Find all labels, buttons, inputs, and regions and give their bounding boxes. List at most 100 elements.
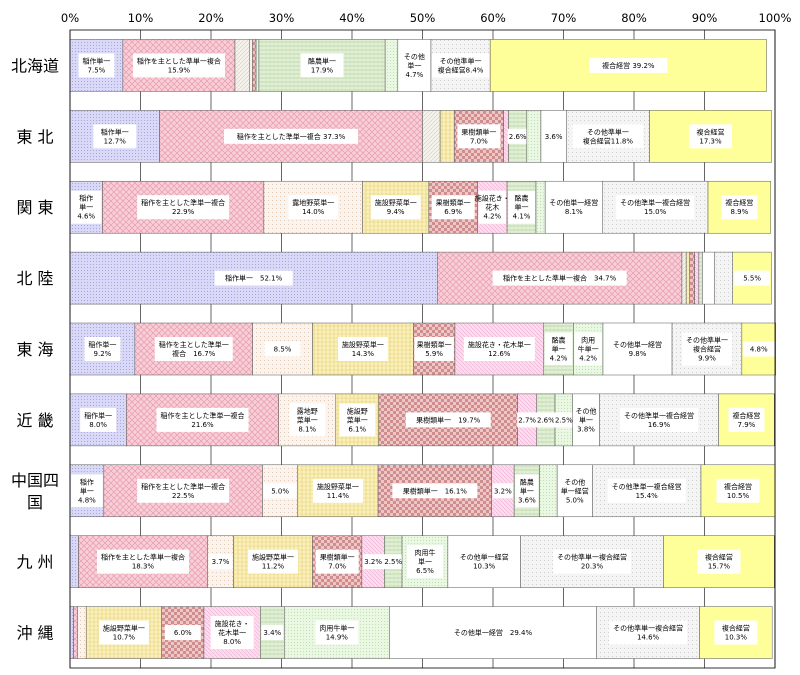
data-label: 複合経営 15.7% (705, 553, 733, 571)
data-label-box (507, 128, 528, 144)
data-label: 2.7% (518, 416, 536, 424)
data-label: 複合経営 39.2% (602, 61, 655, 70)
region-label: 北海道 (11, 56, 59, 75)
bar-segment-rice-mix (73, 606, 79, 659)
bar-segment-fruit (252, 39, 257, 92)
data-label-box (337, 337, 388, 361)
data-label: 稲作単一 8.0% (84, 411, 112, 429)
region-label: 北 陸 (16, 269, 53, 288)
bar-row: 稲作を主とした準単一複合 18.3% 3.7% 施設野菜単一 11.2% 果樹類単一 7.0… (69, 535, 775, 588)
data-label: 酪農単一 4.1% (513, 194, 531, 221)
data-label: 果樹類単一 5.9% (417, 340, 452, 358)
data-label: 3.7% (212, 558, 230, 566)
data-label: 施設花き・花木単一 12.6% (468, 340, 531, 358)
data-label-box (574, 332, 602, 366)
data-label-box (688, 124, 732, 149)
bar-segment-beef (384, 39, 399, 92)
data-label: その他準単一複合経営 14.6% (613, 624, 683, 642)
data-label-box (71, 190, 102, 224)
x-tick-label: 50% (410, 11, 436, 25)
data-label: 果樹類単一 7.0% (320, 553, 355, 571)
data-label: 6.0% (174, 629, 192, 637)
data-label-box (716, 478, 760, 503)
data-label: その他準単一複合経営11.8% (583, 127, 634, 145)
data-label: 果樹類単一 16.1% (403, 486, 468, 495)
bar-segment-other-mix (714, 251, 733, 305)
data-label: 4.8% (750, 346, 768, 354)
data-label: 果樹類単一 19.7% (416, 415, 481, 424)
data-label: 稲作を主とした準単一複合 22.9% (141, 198, 225, 216)
data-label-box (315, 620, 359, 645)
bar-segment-open-veg (249, 39, 253, 92)
data-label-box (289, 403, 326, 437)
data-label-box (443, 625, 543, 641)
data-label: 2.6% (537, 416, 555, 424)
data-label: 稲作を主とした準単一複合 16.7% (159, 340, 229, 358)
data-label-box (681, 332, 732, 366)
data-label-box (607, 478, 686, 503)
region-label: 中国四国 (11, 471, 59, 512)
data-label-box (300, 53, 344, 78)
data-label-box (339, 403, 376, 437)
data-label: 施設野菜単一 6.1% (347, 406, 368, 433)
data-label-box (78, 53, 115, 78)
data-label: 3.2% (364, 558, 382, 566)
bar-segment-beef (535, 180, 546, 234)
data-label: その他準単一複合経営 9.9% (686, 336, 728, 363)
bar-row: 稲作単一 4.8% 稲作を主とした準単一複合 22.5% 5.0% 施設野菜単一 11.4%… (69, 464, 776, 518)
data-label-box (609, 620, 688, 645)
bar-segment-beef (284, 606, 390, 659)
data-label-box (609, 337, 667, 361)
data-label-box (541, 128, 566, 144)
data-label-box (431, 53, 490, 78)
data-label-box (553, 549, 632, 574)
data-label: その他単一経営 5.0% (561, 477, 589, 504)
x-tick-label: 70% (551, 11, 577, 25)
data-label: 酪農単一 17.9% (308, 56, 336, 74)
data-label-box (224, 128, 359, 144)
bar-segment-fruit (689, 251, 695, 305)
data-label-box (589, 57, 668, 73)
data-label: その他単一経営 29.4% (454, 628, 533, 637)
bar-segment-beef (526, 110, 542, 163)
data-label: 8.5% (274, 346, 292, 354)
data-label: その他準単一複合経営8.4% (438, 56, 484, 74)
data-label: 施設野菜単一 14.3% (342, 340, 384, 358)
data-label-box (742, 341, 775, 357)
data-label-box (478, 190, 507, 224)
bar-segment-other-single (702, 251, 715, 305)
bar-segment-field (234, 39, 251, 92)
data-label: 稲作単一 12.7% (101, 127, 129, 145)
data-label: 稲作単一 7.5% (82, 56, 110, 74)
data-label-box (508, 190, 536, 224)
data-label: 2.5% (555, 416, 573, 424)
data-label-box (544, 332, 573, 366)
data-label-box (398, 48, 430, 82)
bar-segment-beef (539, 464, 558, 518)
data-label-box (264, 341, 301, 357)
data-label: 5.0% (271, 487, 289, 495)
data-label-box (154, 337, 233, 361)
data-label-box (362, 554, 384, 570)
data-label-box (515, 474, 539, 508)
region-label: 九 州 (16, 553, 53, 572)
data-label: 稲作単一 4.6% (77, 194, 95, 221)
data-label: 果樹類単一 7.0% (461, 127, 496, 145)
data-label-box (517, 412, 538, 428)
data-label: 3.2% (494, 487, 512, 495)
data-label-box (431, 195, 475, 220)
plot-frame (69, 29, 776, 669)
bar-segment-rice (69, 535, 79, 588)
data-label: 複合経営 8.9% (725, 198, 753, 216)
bar-segment-fac-veg (439, 110, 455, 163)
data-label-box (463, 337, 535, 361)
data-label-box (572, 124, 644, 149)
x-tick-label: 30% (269, 11, 295, 25)
data-label: 施設野菜単一 11.2% (252, 553, 294, 571)
region-label: 沖 縄 (16, 624, 53, 643)
bar-segment-beef (255, 39, 260, 92)
data-label-box (137, 478, 230, 503)
data-label-box (405, 412, 491, 428)
data-label-box (214, 270, 293, 286)
bar-segment-field (422, 110, 441, 163)
